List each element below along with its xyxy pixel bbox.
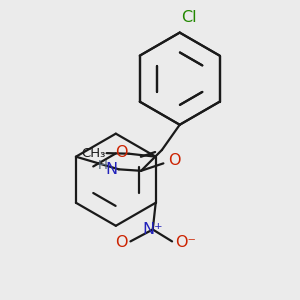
Text: N⁺: N⁺ (142, 222, 163, 237)
Text: O: O (115, 145, 128, 160)
Text: methoxy: methoxy (100, 152, 107, 154)
Text: O⁻: O⁻ (175, 236, 196, 250)
Text: O: O (168, 154, 180, 169)
Text: O: O (115, 236, 128, 250)
Text: Cl: Cl (181, 10, 197, 25)
Text: CH₃: CH₃ (81, 147, 105, 160)
Text: H: H (98, 159, 107, 172)
Text: N: N (105, 162, 117, 177)
